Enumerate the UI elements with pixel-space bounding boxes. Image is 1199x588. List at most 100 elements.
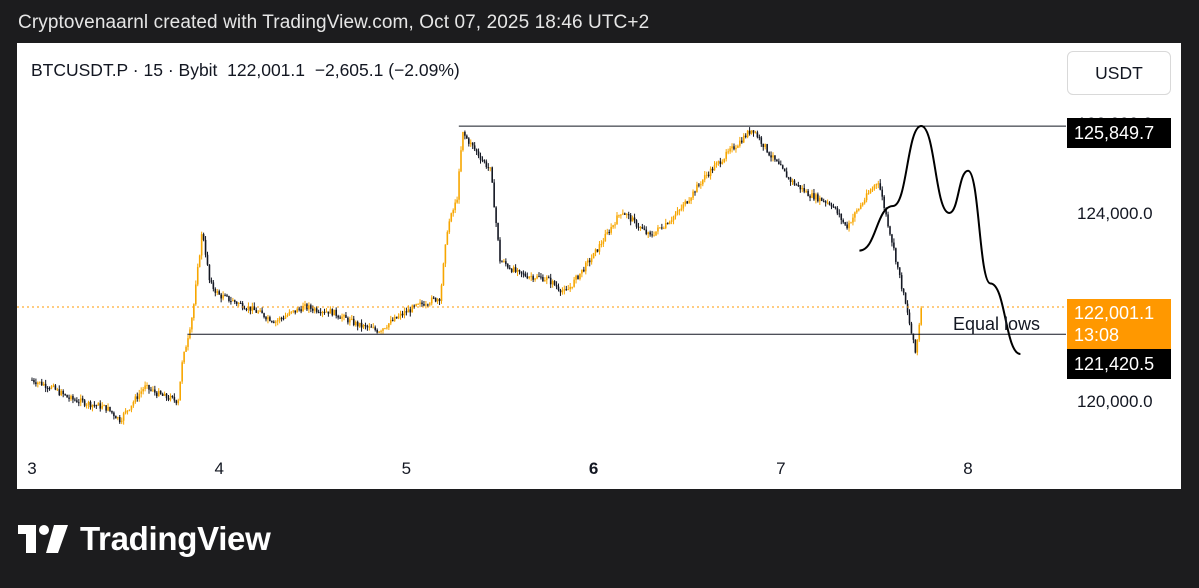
candle-body <box>631 217 634 222</box>
candle-body <box>292 310 295 312</box>
candle-body <box>713 164 716 171</box>
candle-body <box>76 400 78 403</box>
candle-body <box>614 224 616 226</box>
candle-body <box>627 214 630 216</box>
candle-body <box>551 281 554 285</box>
candle-body <box>473 145 476 150</box>
candle-body <box>676 211 679 215</box>
candle-body <box>549 277 552 285</box>
candle-body <box>198 255 201 267</box>
candle-body <box>446 232 449 245</box>
candle-body <box>146 385 148 387</box>
candle-body <box>850 222 852 224</box>
candle-body <box>107 406 109 411</box>
candle-body <box>294 310 297 313</box>
candle-body <box>70 396 72 399</box>
candle-body <box>313 308 316 311</box>
candle-body <box>661 227 663 229</box>
candle-body <box>838 213 841 215</box>
candle-body <box>643 228 646 230</box>
candle-body <box>462 131 464 151</box>
candle-body <box>448 221 451 233</box>
candle-body <box>826 202 829 204</box>
candle-body <box>329 309 332 314</box>
symbol-name[interactable]: BTCUSDT.P <box>31 60 128 80</box>
candle-body <box>68 397 70 399</box>
candle-body <box>232 300 234 302</box>
price-change: −2,605.1 <box>314 60 384 80</box>
candle-body <box>411 305 414 313</box>
candle-body <box>590 258 593 263</box>
candle-body <box>735 147 737 150</box>
candle-body <box>659 227 661 229</box>
candle-body <box>625 214 628 216</box>
candle-body <box>752 130 755 133</box>
candle-body <box>169 395 172 400</box>
candle-body <box>280 317 283 319</box>
candle-body <box>204 239 207 255</box>
candle-body <box>117 417 119 419</box>
candle-body <box>861 203 864 206</box>
candle-body <box>177 400 180 404</box>
candle-body <box>781 165 784 169</box>
candle-body <box>195 284 197 305</box>
candle-body <box>243 308 246 310</box>
x-tick-label: 7 <box>776 459 785 478</box>
candle-body <box>78 402 80 404</box>
candle-body <box>512 267 515 272</box>
candle-body <box>212 282 215 289</box>
candle-body <box>339 317 341 319</box>
candle-body <box>331 309 334 316</box>
currency-unit-button[interactable]: USDT <box>1067 51 1171 95</box>
candle-body <box>438 299 441 302</box>
candle-body <box>694 191 696 193</box>
candle-body <box>312 308 314 311</box>
candle-body <box>74 399 76 401</box>
candle-body <box>723 158 726 163</box>
candle-body <box>407 309 410 313</box>
candle-body <box>122 413 125 421</box>
candle-body <box>366 325 369 328</box>
candle-body <box>817 194 819 202</box>
candle-body <box>524 273 527 277</box>
tradingview-logo[interactable]: TradingView <box>18 520 271 558</box>
candle-body <box>702 179 704 185</box>
candle-body <box>485 161 488 168</box>
candle-body <box>185 346 187 352</box>
candle-body <box>889 226 891 235</box>
candle-body <box>809 196 811 198</box>
candle-body <box>401 313 404 316</box>
candle-body <box>257 311 259 313</box>
candle-body <box>181 362 183 382</box>
y-tick-label: 120,000.0 <box>1077 392 1153 411</box>
candle-body <box>397 316 400 319</box>
candle-body <box>315 308 318 312</box>
interval[interactable]: 15 <box>143 60 163 80</box>
candle-body <box>247 306 250 310</box>
candle-body <box>824 201 827 203</box>
candle-body <box>563 289 566 291</box>
candle-body <box>95 405 98 407</box>
candle-body <box>282 318 285 320</box>
candle-body <box>579 273 581 280</box>
candle-body <box>729 148 731 152</box>
candle-body <box>430 297 433 304</box>
candle-body <box>380 330 382 332</box>
candle-body <box>403 311 406 316</box>
candle-body <box>202 234 205 240</box>
candle-body <box>193 304 195 318</box>
candle-body <box>206 254 209 265</box>
candle-body <box>306 304 308 310</box>
candle-body <box>460 150 462 172</box>
candle-body <box>378 331 380 333</box>
candle-body <box>298 308 300 310</box>
candle-body <box>161 393 164 396</box>
candle-body <box>920 308 922 325</box>
candle-body <box>171 395 174 398</box>
candle-body <box>345 315 347 318</box>
candle-body <box>175 400 178 404</box>
candle-body <box>663 227 665 229</box>
candle-body <box>711 168 714 171</box>
